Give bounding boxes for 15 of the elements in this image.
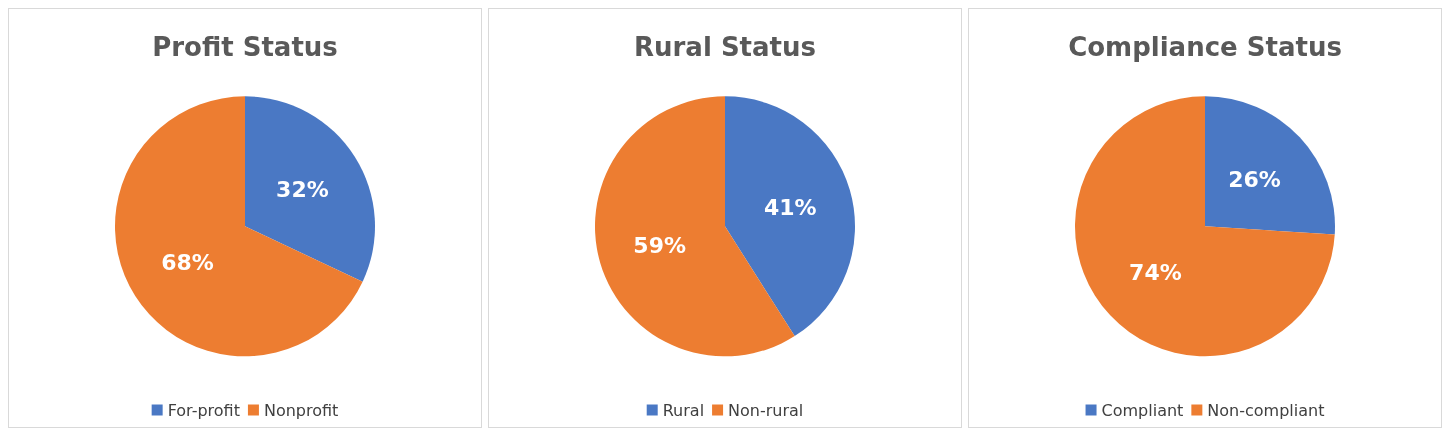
- legend-label: Non-compliant: [1207, 400, 1325, 420]
- chart-title: Compliance Status: [1068, 32, 1342, 62]
- legend-label: Non-rural: [728, 400, 804, 420]
- chart-title: Rural Status: [634, 32, 816, 62]
- legend-label: For-profit: [167, 400, 240, 420]
- legend-label: Rural: [662, 400, 705, 420]
- data-label: 26%: [1228, 167, 1281, 193]
- data-label: 68%: [161, 250, 214, 276]
- data-label: 41%: [763, 194, 817, 220]
- data-label: 59%: [633, 232, 687, 258]
- data-label: 74%: [1129, 260, 1182, 286]
- legend-label: Compliant: [1101, 400, 1184, 420]
- legend-label: Nonprofit: [263, 400, 339, 420]
- chart-title: Profit Status: [152, 32, 338, 62]
- data-label: 32%: [276, 177, 329, 203]
